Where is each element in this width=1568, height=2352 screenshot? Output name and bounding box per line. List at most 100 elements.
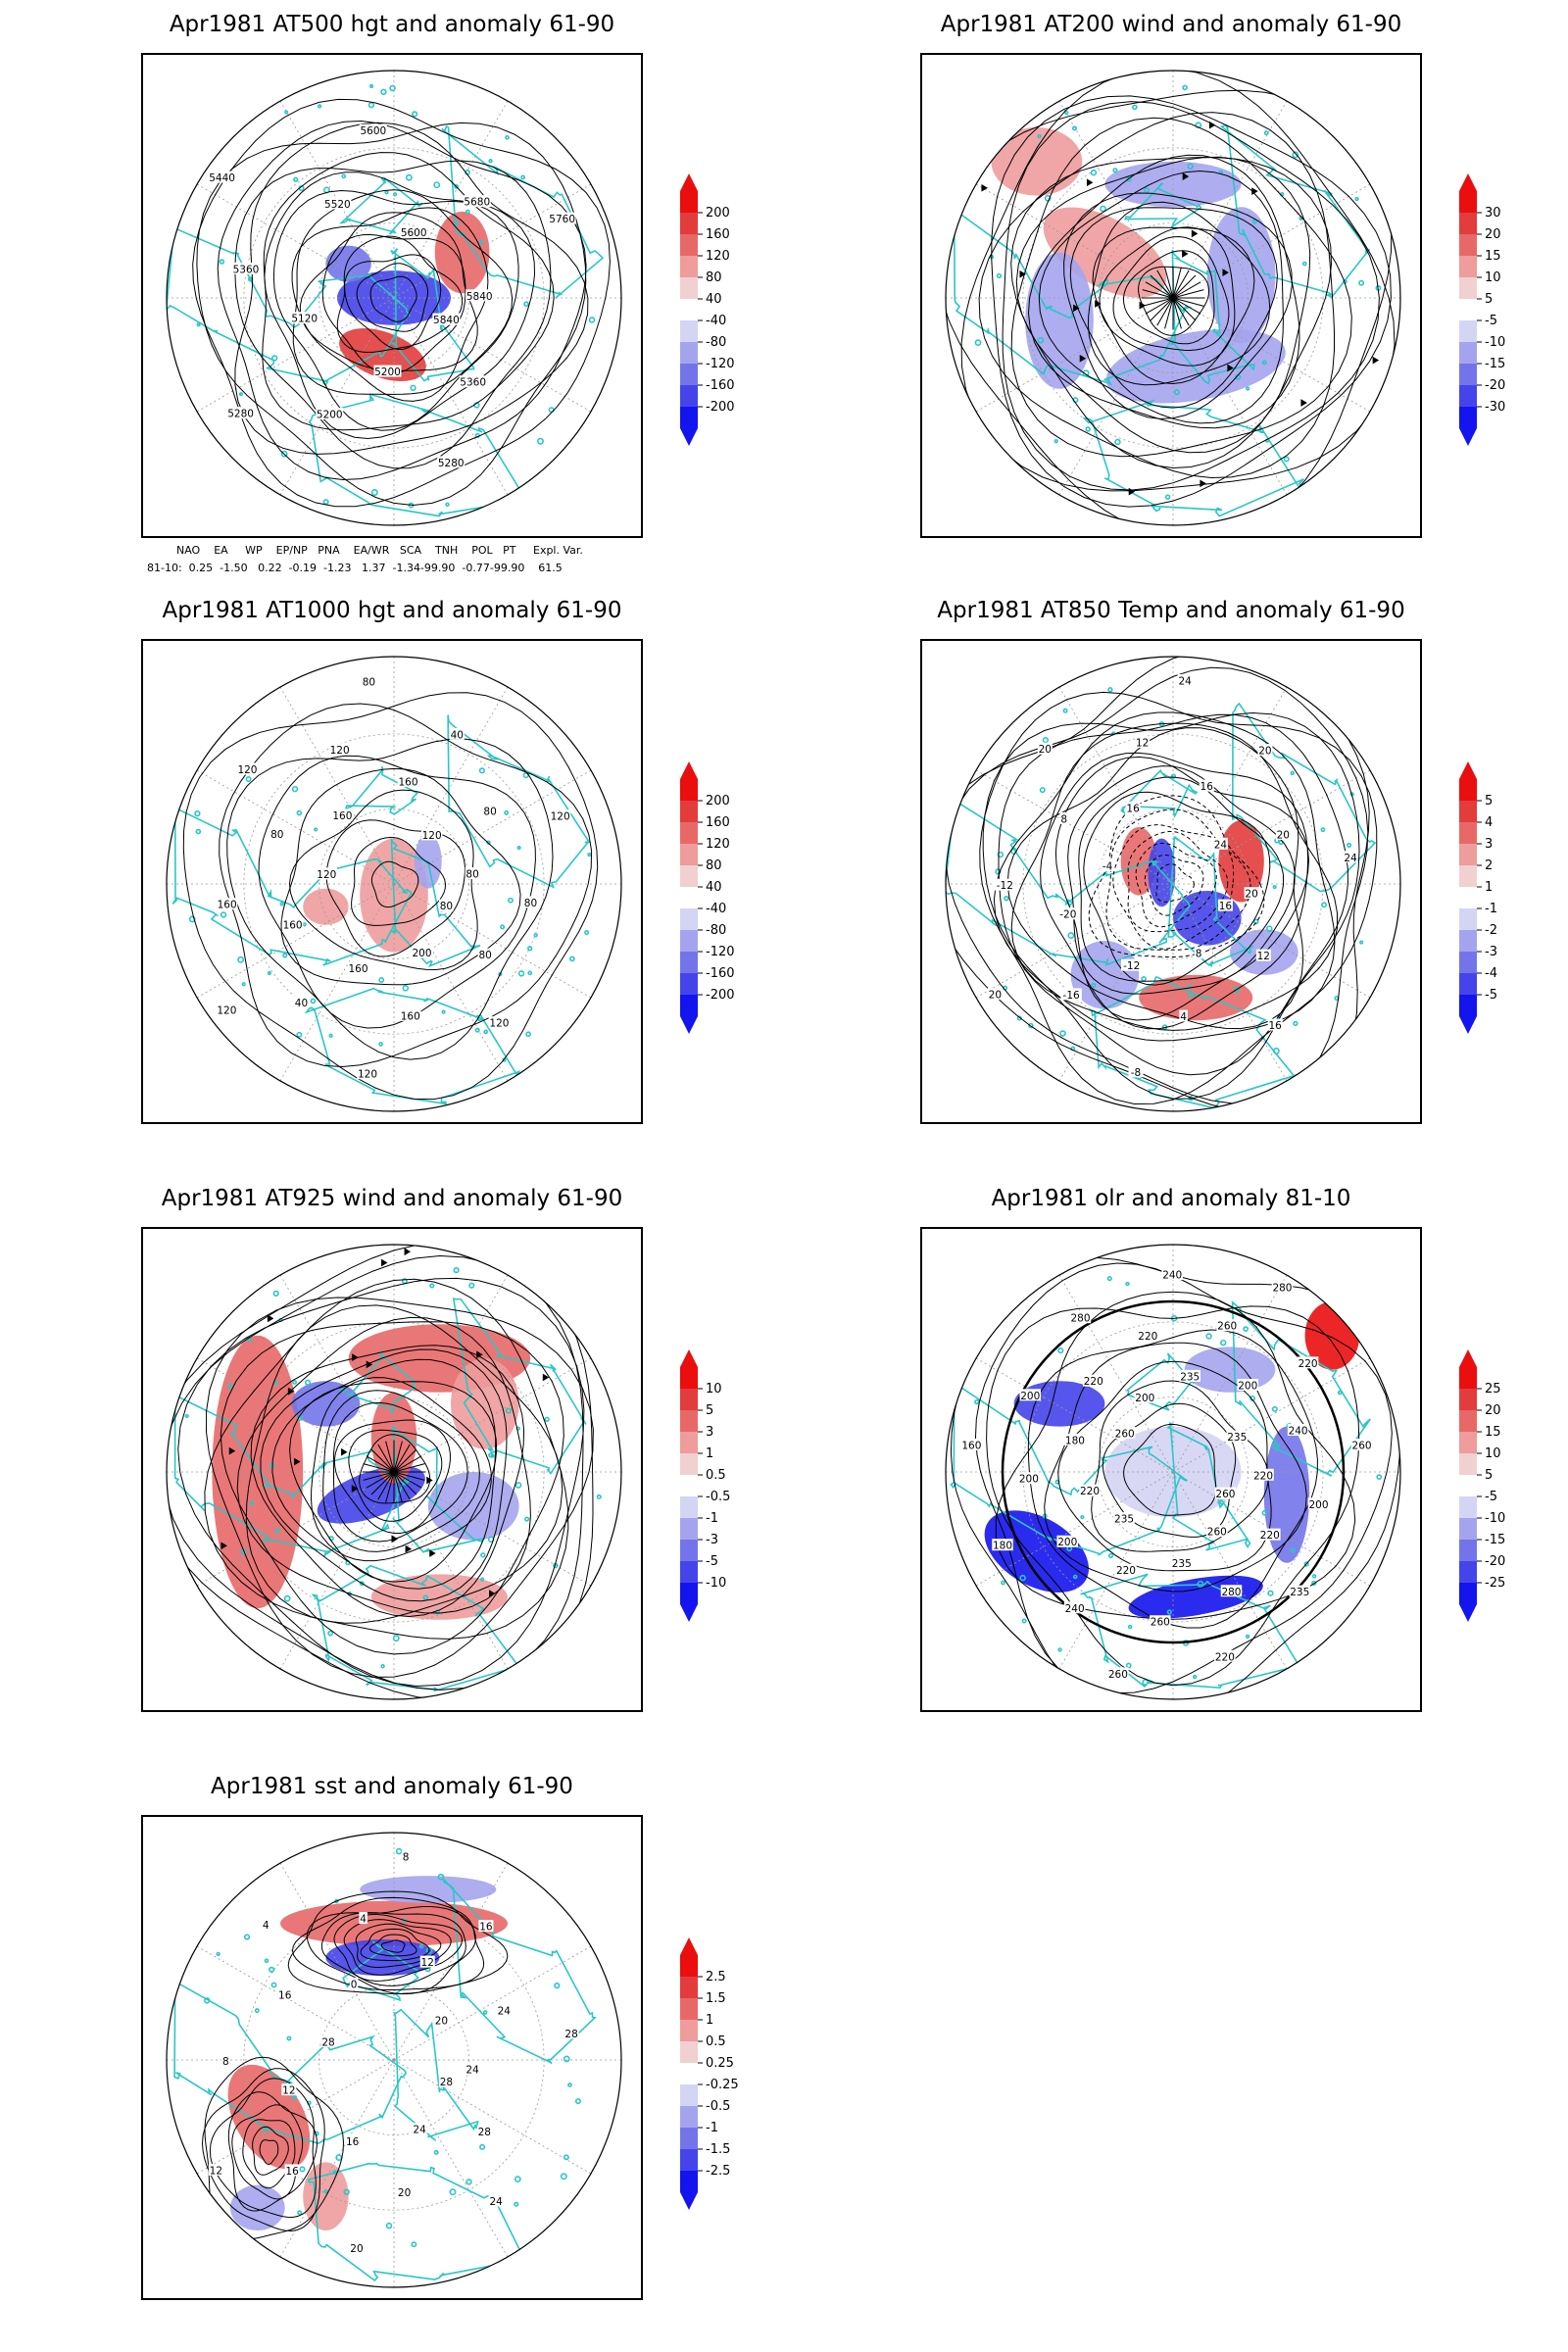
island xyxy=(279,902,284,906)
meridian xyxy=(393,769,592,885)
island xyxy=(1358,279,1365,286)
island xyxy=(1197,1580,1204,1588)
island xyxy=(1082,369,1090,377)
contour-label-bg xyxy=(1018,1472,1040,1485)
contour-label-bg xyxy=(284,2164,300,2177)
contour xyxy=(201,2068,325,2232)
pole-streamline xyxy=(1145,281,1174,299)
coastline-path xyxy=(304,987,521,1105)
contour-label: 200 xyxy=(1020,1391,1040,1402)
island xyxy=(1311,1580,1317,1587)
contour-label: -20 xyxy=(1059,909,1076,921)
latitude-circle xyxy=(243,733,545,1035)
meridian xyxy=(1172,1471,1288,1670)
island xyxy=(1252,918,1259,925)
coastline-path xyxy=(389,1426,487,1553)
coastline-path xyxy=(1219,123,1371,298)
island xyxy=(508,897,514,904)
island xyxy=(1107,687,1113,693)
anomaly-shading xyxy=(280,1900,508,1946)
island xyxy=(1187,991,1195,998)
colorbar-svg: 30 20 15 10 5 -5 -10 -15 -20 -30 xyxy=(1459,173,1505,446)
contour xyxy=(196,122,587,507)
contour-label: 16 xyxy=(285,2166,299,2178)
island xyxy=(1272,1047,1280,1054)
contour-label-bg xyxy=(1194,947,1203,959)
island xyxy=(340,1387,347,1394)
contour-label-bg xyxy=(216,1003,238,1015)
anomaly-shading xyxy=(427,1472,519,1541)
contour-label-bg xyxy=(1177,673,1193,686)
island xyxy=(314,827,318,832)
colorbar-segment xyxy=(680,930,698,952)
contour-label-bg xyxy=(1137,1329,1159,1342)
colorbar-segment xyxy=(1459,407,1477,428)
colorbar-segment xyxy=(1459,908,1477,930)
colorbar-segment xyxy=(680,908,698,930)
island xyxy=(1091,983,1097,989)
island xyxy=(317,104,322,109)
panel-at850-temp: Apr1981 AT850 Temp and anomaly 61-90 16 1… xyxy=(916,598,1426,1147)
contour-label-bg xyxy=(1244,887,1259,900)
contour-label: 240 xyxy=(1065,1603,1085,1615)
contour-label: 260 xyxy=(1215,1489,1235,1500)
colorbar-bottom-arrow xyxy=(680,1016,698,1034)
colorbar-top-arrow xyxy=(680,1349,698,1367)
index-header: NAO EA WP EP/NP PNA EA/WR SCA TNH POL PT… xyxy=(176,544,583,557)
flow-arrow xyxy=(1227,364,1234,372)
contour-label-bg xyxy=(1125,801,1141,813)
colorbar-at500: 200 160 120 80 40 -40 -80 -120 -160 -200 xyxy=(676,172,755,446)
contour-label: 5680 xyxy=(464,197,490,209)
flow-arrow xyxy=(1222,269,1229,276)
island xyxy=(479,2143,486,2150)
contour-label: 260 xyxy=(1352,1441,1372,1452)
anomaly-shading xyxy=(1070,941,1140,1009)
lat-lon-grid xyxy=(167,657,621,1111)
island xyxy=(1290,1547,1296,1553)
contour-label: 28 xyxy=(478,2127,491,2138)
island xyxy=(1037,336,1045,344)
colorbar-segment xyxy=(680,1955,698,1977)
island xyxy=(1054,439,1058,444)
contour-label: 40 xyxy=(451,729,464,741)
contour xyxy=(1135,842,1217,928)
contour-label-bg xyxy=(1350,1439,1373,1451)
contour-label: 200 xyxy=(1238,1380,1257,1392)
contour-label: 5280 xyxy=(438,458,465,469)
contour-label-bg xyxy=(357,1067,378,1080)
flow-arrow xyxy=(1191,229,1199,238)
contour-label-bg xyxy=(478,1920,494,1933)
streamline xyxy=(1069,207,1278,409)
contour xyxy=(1078,776,1285,982)
colorbar-svg: 200 160 120 80 40 -40 -80 -120 -160 -200 xyxy=(680,761,735,1034)
contour-label-bg xyxy=(1134,1391,1156,1403)
colorbar-segment xyxy=(680,1540,698,1561)
contour-label: 12 xyxy=(421,1957,434,1969)
island xyxy=(310,998,317,1004)
contour-label-bg xyxy=(1214,1487,1237,1499)
meridian xyxy=(1172,297,1371,413)
colorbar-tick-label: -160 xyxy=(706,966,735,981)
anomaly-shading xyxy=(1263,1426,1310,1563)
contour-label-bg xyxy=(1115,1563,1137,1576)
contour-label: 260 xyxy=(1217,1321,1237,1333)
island xyxy=(341,173,347,179)
colorbar-tick-label: -40 xyxy=(706,902,726,916)
contour-label: 8 xyxy=(1060,813,1067,825)
contour-label-bg xyxy=(1059,811,1068,824)
contour-label-bg xyxy=(1082,1374,1104,1387)
colorbar-svg: 10 5 3 1 0.5 -0.5 -1 -3 -5 -10 xyxy=(680,1349,730,1622)
island xyxy=(297,2210,303,2216)
streamline xyxy=(245,1304,564,1624)
flow-arrow xyxy=(1182,250,1189,258)
island xyxy=(384,190,389,195)
contour-label: 120 xyxy=(358,1069,377,1081)
meridian xyxy=(1172,883,1288,1082)
colorbar-segment xyxy=(680,2106,698,2128)
streamline xyxy=(1099,226,1236,367)
island xyxy=(1112,168,1118,173)
streamline xyxy=(359,1434,431,1504)
map-body: 16 12 16 8 4 -8 -12 -16 20 -20 -12 -4 8 20 16 12 24 16 20 2… xyxy=(946,657,1400,1111)
contour-label-bg xyxy=(438,2075,454,2087)
contour-label: 20 xyxy=(1245,889,1257,901)
